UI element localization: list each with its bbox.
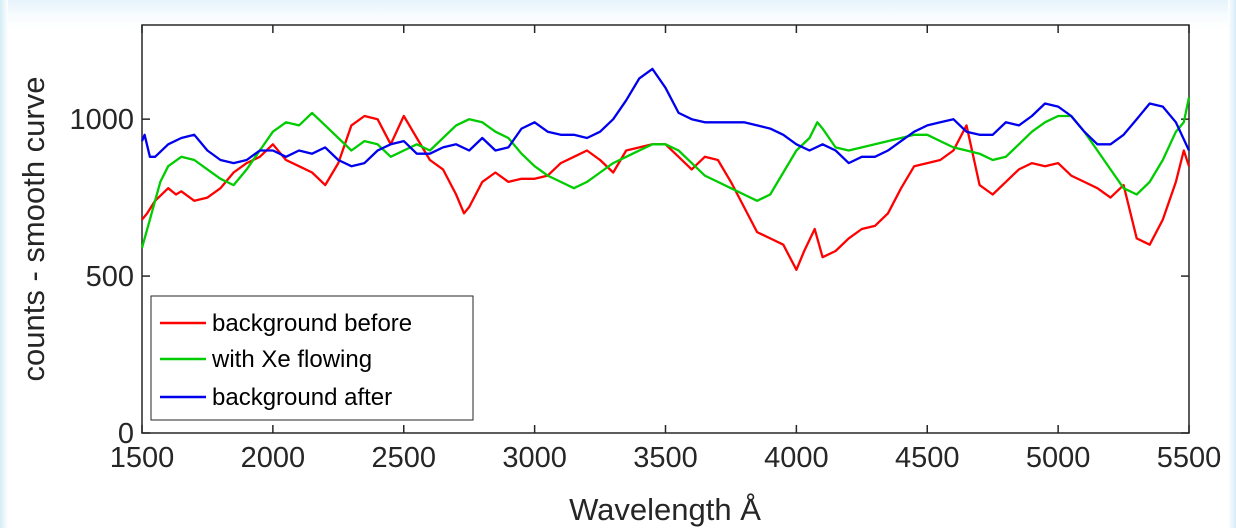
legend-label-with-xe-flowing: with Xe flowing	[211, 346, 372, 373]
legend-label-background-before: background before	[212, 310, 412, 337]
y-tick-label: 0	[118, 418, 134, 450]
x-tick-label: 5000	[1026, 442, 1091, 474]
x-tick-label: 2000	[241, 442, 306, 474]
y-axis: 0 500 1000	[69, 104, 1189, 450]
series-line-background-after	[140, 67, 1191, 168]
legend: background before with Xe flowing backgr…	[150, 295, 474, 421]
series-lines	[140, 67, 1191, 271]
x-axis-title: Wavelength Å	[569, 492, 761, 527]
legend-label-background-after: background after	[212, 384, 392, 411]
x-tick-label: 3000	[502, 442, 567, 474]
x-tick-label: 5500	[1157, 442, 1222, 474]
y-tick-label: 500	[86, 261, 134, 293]
series-line-with-xe-flowing	[140, 96, 1191, 249]
x-tick-label: 1500	[110, 442, 175, 474]
y-axis-title: counts - smooth curve	[16, 77, 51, 382]
y-tick-label: 1000	[69, 104, 134, 136]
x-tick-label: 2500	[371, 442, 436, 474]
x-tick-label: 3500	[633, 442, 698, 474]
x-tick-label: 4000	[764, 442, 829, 474]
x-tick-label: 4500	[895, 442, 960, 474]
x-axis: 1500 2000 2500 3000 3500 4000 4500 5000 5500	[110, 25, 1222, 474]
